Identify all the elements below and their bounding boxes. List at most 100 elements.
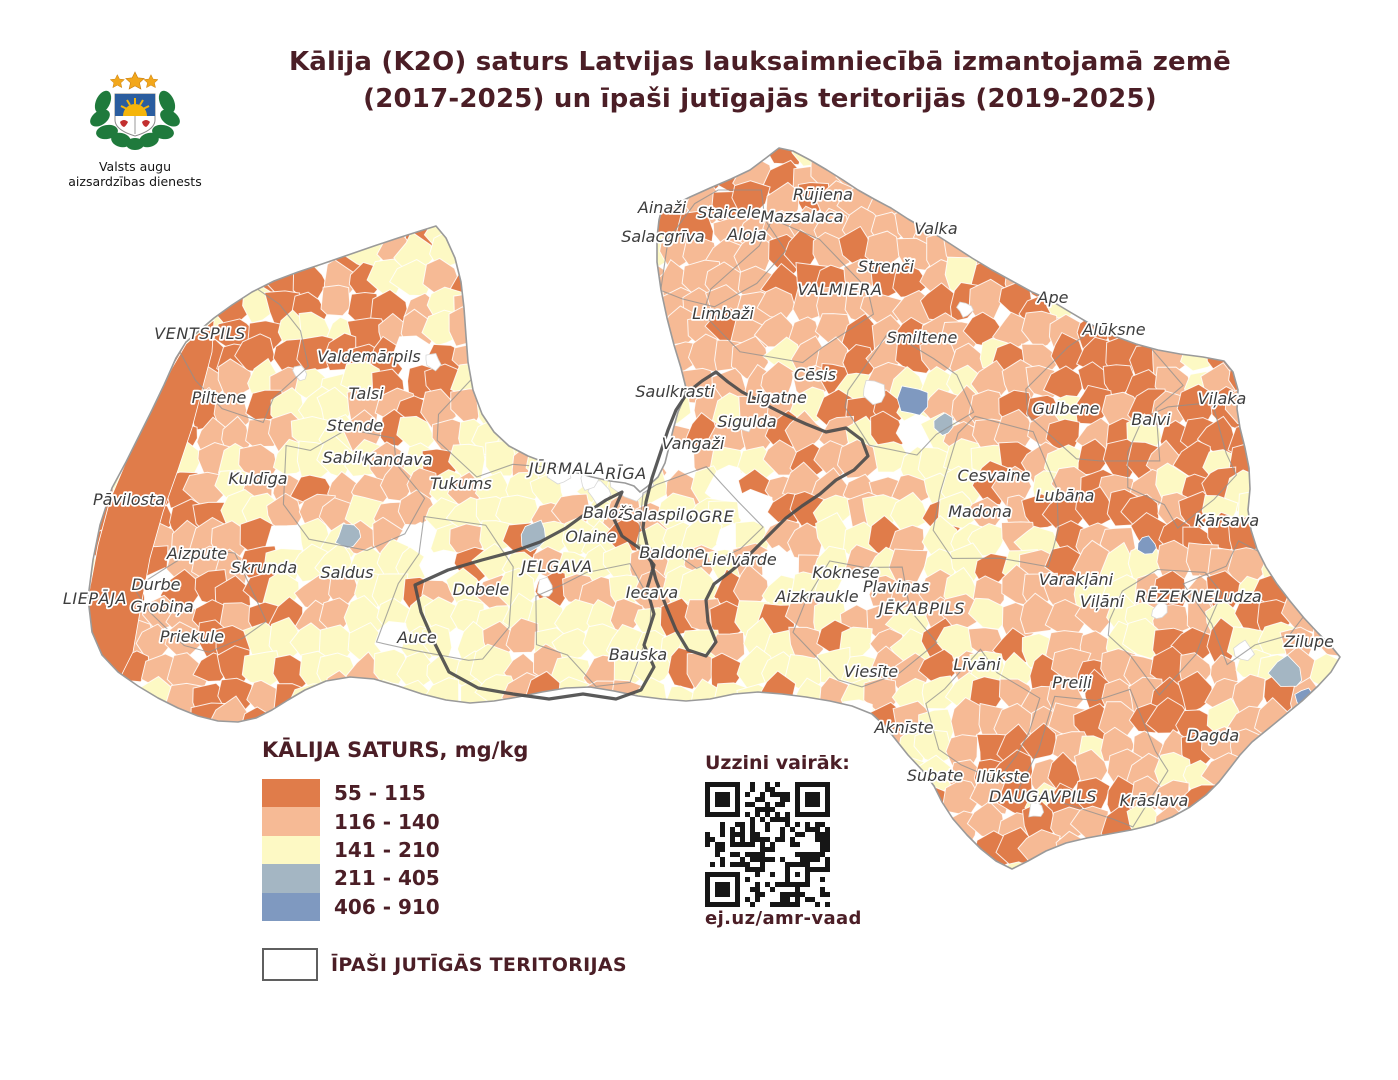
page-title-line1: Kālija (K2O) saturs Latvijas lauksaimnie… [288,47,1232,77]
map-label: Stende [327,416,384,435]
map-label: RĒZEKNE [1135,587,1214,606]
legend-range-label: 141 - 210 [334,837,440,862]
map-label: Lielvārde [703,550,777,569]
map-label: Valka [914,219,957,238]
map-label: Piltene [192,388,247,407]
map-label: Ludza [1214,587,1261,606]
map-label: Baloži [583,503,631,522]
map-label: Saldus [320,563,373,582]
map-label: Sabile [323,448,372,467]
map-label: Salacgrīva [621,227,704,246]
map-label: Viļaka [1198,389,1247,408]
legend-swatch [262,892,320,921]
map-label: Salaspils [623,505,693,524]
legend-item: 141 - 210 [262,835,440,865]
legend-swatch [262,835,320,865]
logo-caption-line2: aizsardzības dienests [68,174,202,189]
map-label: JĒKABPILS [876,599,965,618]
qr-code-icon [705,782,830,907]
legend-classes: 55 - 115 116 - 140 141 - 210 211 - 405 406 -… [262,779,440,921]
map-label: Staicele [697,203,761,222]
logo-caption: Valsts augu aizsardzības dienests [58,159,212,189]
map-label: Līvāni [953,655,1001,674]
map-label: Vangaži [662,434,725,453]
map-label: Dagda [1187,726,1239,745]
map-label: Madona [948,502,1012,521]
map-label: Olaine [565,527,616,546]
map-label: Baldone [639,543,704,562]
map-label: Aizpute [166,544,227,563]
legend-range-label: 116 - 140 [334,809,440,834]
map-label: JŪRMALA [526,459,605,478]
map-label: Valdemārpils [317,347,421,366]
map-label: Strenči [858,257,915,276]
map-label: Ainaži [637,198,687,217]
map-label: Aizkraukle [774,587,858,606]
parish-mosaic [88,148,1340,869]
map-label: Lubāna [1036,486,1095,505]
map-label: DAUGAVPILS [989,787,1097,806]
map-label: Bauska [609,645,667,664]
map-label: Saulkrasti [635,382,715,401]
legend-item: 406 - 910 [262,892,440,921]
map-label: OGRE [686,507,735,526]
map-label: Talsi [348,384,384,403]
legend-item: 55 - 115 [262,779,440,808]
qr-heading: Uzzini vairāk: [705,752,850,774]
map-label: Iecava [626,583,678,602]
map-label: Subate [907,766,964,785]
map-labels: VENTSPILS Valdemārpils Piltene Talsi Stende S… [61,183,1336,811]
sensitive-territory-label: ĪPAŠI JUTĪGĀS TERITORIJAS [331,953,627,976]
country-outline [87,147,1341,870]
map-label: Cēsis [794,365,836,384]
map-label: Varakļāni [1039,570,1114,589]
map-label: VALMIERA [797,280,882,299]
sensitive-territory-swatch [262,948,318,981]
map-label: LIEPĀJA [63,589,127,608]
map-label: JELGAVA [518,557,592,576]
map-label: Preiļi [1052,673,1092,692]
map-label: Ape [1037,288,1069,307]
map-label: Mazsalaca [761,207,844,226]
map-label: VENTSPILS [154,324,246,343]
sensitive-territories-outline [413,370,870,701]
coat-of-arms-icon [90,71,180,150]
map-label: Cesvaine [957,466,1030,485]
legend-range-label: 211 - 405 [334,866,440,891]
map-label: Gulbene [1033,399,1100,418]
legend-item: 211 - 405 [262,864,440,893]
legend-swatch [262,807,320,836]
map-label: Pļaviņas [863,577,929,596]
map-label: RĪGA [605,464,647,483]
vaad-logo: Valsts augu aizsardzības dienests [58,64,212,189]
legend-range-label: 55 - 115 [334,781,426,806]
map-label: Limbaži [692,304,754,323]
map-label: Tukums [430,474,492,493]
map-label: Rūjiena [793,185,853,204]
page-title-line2: (2017-2025) un īpaši jutīgajās teritorij… [363,84,1157,114]
map-label: Smiltene [887,328,958,347]
sensitive-territories-legend: ĪPAŠI JUTĪGĀS TERITORIJAS [262,948,627,981]
map-label: Durbe [131,575,180,594]
map-label: Līgatne [747,388,807,407]
legend-item: 116 - 140 [262,807,440,836]
map-label: Kārsava [1195,511,1259,530]
map-label: Koknese [812,563,879,582]
map-label: Dobele [453,580,510,599]
legend-swatch [262,779,320,808]
page-title: Kālija (K2O) saturs Latvijas lauksaimnie… [210,44,1310,118]
map-label: Alūksne [1081,320,1145,339]
map-label: Auce [396,628,437,647]
map-label: Grobiņa [130,597,193,616]
legend-title: KĀLIJA SATURS, mg/kg [262,738,529,762]
map-label: Sigulda [717,412,776,431]
map-label: Balvi [1131,410,1171,429]
map-label: Kuldīga [228,469,287,488]
map-label: Viļāni [1080,592,1125,611]
map-label: Zilupe [1283,632,1334,651]
legend-range-label: 406 - 910 [334,894,440,919]
map-label: Skrunda [231,558,297,577]
map-label: Viesīte [844,662,898,681]
map-label: Aloja [726,225,766,244]
